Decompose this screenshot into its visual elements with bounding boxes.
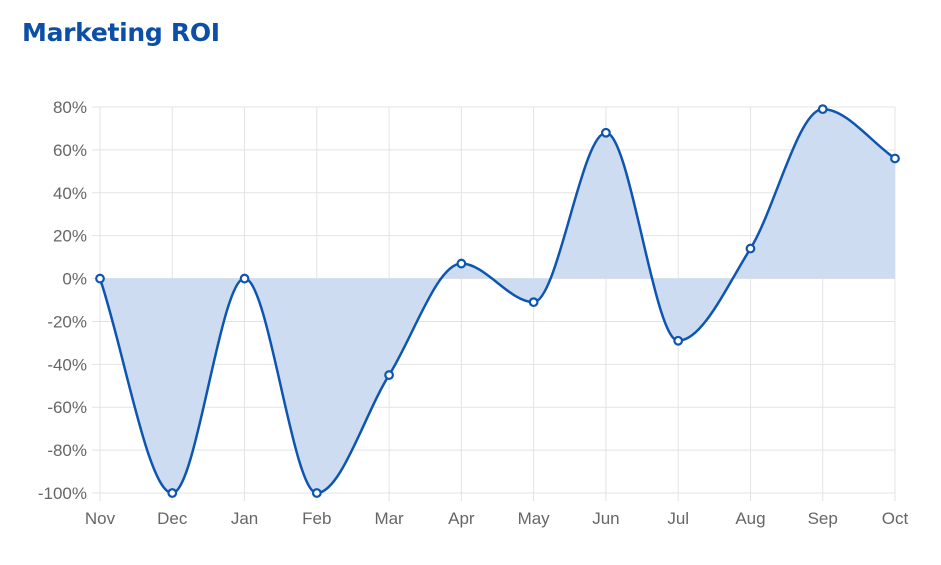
data-point[interactable]	[95, 273, 105, 284]
x-tick-label: May	[518, 509, 551, 528]
data-points	[95, 104, 900, 498]
x-tick-label: Jan	[231, 509, 258, 528]
y-tick-label: 80%	[53, 98, 87, 117]
x-tick-label: Jul	[667, 509, 689, 528]
x-tick-label: Oct	[882, 509, 909, 528]
data-point[interactable]	[311, 488, 322, 498]
data-point[interactable]	[528, 297, 539, 308]
data-point[interactable]	[456, 258, 467, 269]
x-tick-label: Aug	[735, 509, 765, 528]
data-point[interactable]	[239, 273, 250, 284]
data-point[interactable]	[601, 127, 611, 138]
y-tick-label: 60%	[53, 141, 87, 160]
y-tick-label: 40%	[53, 184, 87, 203]
x-tick-label: Nov	[85, 509, 116, 528]
y-tick-label: 20%	[53, 227, 87, 246]
x-axis-ticks: Nov Dec Jan Feb Mar Apr May Jun Jul Aug Sep Oct	[85, 509, 909, 528]
x-tick-label: Apr	[448, 509, 475, 528]
x-tick-label: Dec	[157, 509, 188, 528]
y-tick-label: -60%	[47, 398, 87, 417]
data-point[interactable]	[384, 370, 394, 380]
chart-title: Marketing ROI	[22, 18, 220, 47]
y-tick-label: -100%	[38, 484, 87, 503]
roi-area-fill	[100, 109, 895, 494]
data-point[interactable]	[167, 488, 178, 498]
data-point[interactable]	[673, 335, 684, 346]
y-tick-label: 0%	[62, 270, 87, 289]
data-point[interactable]	[817, 104, 828, 115]
x-tick-label: Feb	[302, 509, 331, 528]
x-tick-label: Jun	[592, 509, 619, 528]
x-tick-label: Mar	[374, 509, 404, 528]
y-axis-ticks: 80% 60% 40% 20% 0% -20% -40% -60% -80% -100%	[38, 98, 87, 503]
y-tick-label: -40%	[47, 355, 87, 374]
y-tick-label: -20%	[47, 312, 87, 331]
data-point[interactable]	[745, 243, 756, 254]
data-point[interactable]	[890, 153, 900, 164]
x-tick-label: Sep	[808, 509, 838, 528]
y-tick-label: -80%	[47, 441, 87, 460]
